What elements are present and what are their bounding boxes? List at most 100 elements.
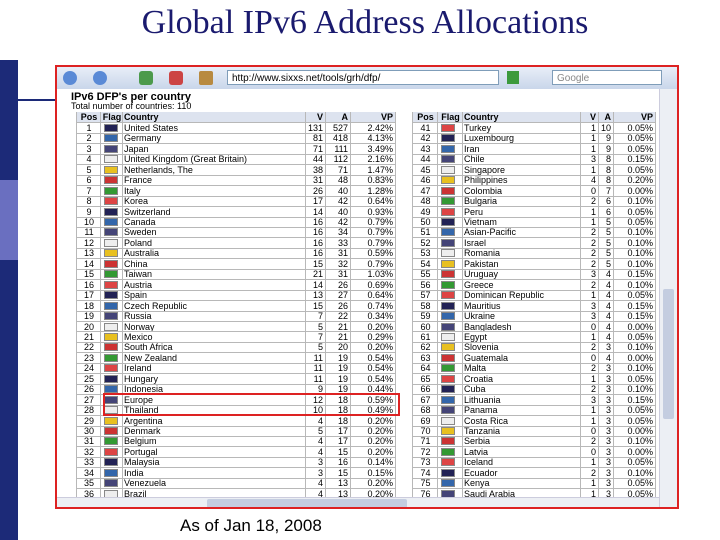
refresh-button[interactable]: [139, 71, 153, 85]
table-cell: 0.05%: [627, 122, 653, 133]
table-cell: 0.05%: [627, 373, 653, 384]
horizontal-scrollbar[interactable]: [57, 497, 659, 507]
row-line: [76, 321, 395, 322]
table-cell: 1.03%: [367, 269, 393, 280]
country-name: Iceland: [464, 457, 494, 468]
back-button[interactable]: [63, 71, 77, 85]
table-cell: 3: [590, 311, 596, 322]
table-cell: 34: [337, 227, 348, 238]
row-line: [76, 300, 395, 302]
table-cell: 40: [337, 185, 348, 196]
table-cell: 44: [420, 154, 431, 165]
table-cell: 4: [317, 446, 323, 457]
flag-icon: [104, 458, 118, 467]
flag-icon: [441, 406, 455, 415]
table-cell: 0.05%: [627, 488, 653, 497]
table-cell: 19: [337, 352, 348, 363]
column-header: VP: [640, 112, 653, 122]
table-cell: 4: [590, 175, 596, 186]
flag-icon: [104, 280, 118, 289]
table-cell: 4.13%: [367, 133, 393, 144]
flag-icon: [104, 291, 118, 300]
table-cell: 48: [420, 196, 431, 207]
row-line: [76, 289, 395, 291]
flag-icon: [104, 207, 118, 216]
column-line: [412, 112, 413, 497]
table-cell: 76: [420, 488, 431, 497]
country-name: Japan: [124, 143, 149, 154]
table-cell: 0.05%: [627, 217, 653, 227]
table-cell: 3: [605, 373, 611, 384]
flag-icon: [441, 176, 455, 185]
table-cell: 44: [312, 154, 323, 165]
table-cell: 22: [83, 342, 94, 353]
flag-icon: [441, 197, 455, 206]
scroll-thumb[interactable]: [207, 499, 407, 507]
table-cell: 3: [605, 405, 611, 416]
country-name: Mauritius: [464, 300, 501, 311]
browser-window: http://www.sixxs.net/tools/grh/dfp/ Goog…: [55, 65, 679, 509]
table-cell: 0.05%: [627, 133, 653, 144]
address-bar[interactable]: http://www.sixxs.net/tools/grh/dfp/: [227, 70, 499, 85]
home-button[interactable]: [199, 71, 213, 85]
country-name: Luxembourg: [464, 133, 515, 144]
row-line: [412, 467, 655, 469]
forward-button[interactable]: [93, 71, 107, 85]
table-cell: 3: [590, 300, 596, 311]
table-cell: 5: [605, 227, 611, 238]
search-box[interactable]: Google: [552, 70, 662, 85]
table-cell: 0.20%: [367, 488, 393, 497]
scroll-thumb[interactable]: [663, 289, 674, 419]
table-cell: 0: [590, 352, 596, 363]
table-cell: 10: [600, 122, 611, 133]
table-cell: 65: [420, 373, 431, 384]
flag-icon: [104, 228, 118, 237]
table-cell: 0.69%: [367, 279, 393, 290]
table-cell: 3: [605, 394, 611, 405]
table-cell: 15: [337, 446, 348, 457]
table-cell: 8: [605, 175, 611, 186]
country-name: Portugal: [124, 446, 158, 457]
country-name: Greece: [464, 279, 494, 290]
table-cell: 31: [337, 269, 348, 280]
table-cell: 64: [420, 363, 431, 374]
table-cell: 0.74%: [367, 300, 393, 311]
flag-icon: [441, 427, 455, 435]
country-name: Chile: [464, 154, 485, 165]
table-cell: 0.10%: [627, 363, 653, 374]
table-cell: 4: [605, 300, 611, 311]
side-bar: [0, 260, 18, 540]
country-name: Ireland: [124, 363, 152, 374]
flag-icon: [104, 186, 118, 195]
vertical-scrollbar[interactable]: [659, 89, 677, 507]
row-line: [76, 310, 395, 312]
row-line: [76, 143, 395, 145]
row-line: [412, 268, 655, 270]
country-name: Philippines: [464, 175, 508, 186]
row-line: [76, 268, 395, 270]
table-cell: 0.79%: [367, 217, 393, 227]
stop-button[interactable]: [169, 71, 183, 85]
country-name: Austria: [124, 279, 153, 290]
flag-icon: [441, 207, 455, 216]
row-line: [412, 289, 655, 291]
flag-icon: [104, 427, 118, 435]
table-cell: 3: [605, 457, 611, 468]
country-name: Switzerland: [124, 206, 171, 217]
country-name: Croatia: [464, 373, 494, 384]
table-cell: 0.05%: [627, 457, 653, 468]
row-line: [412, 226, 655, 228]
page-heading: IPv6 DFP's per country: [71, 91, 191, 103]
table-cell: 418: [332, 133, 348, 144]
table-cell: 22: [337, 311, 348, 322]
table-cell: 57: [420, 290, 431, 301]
column-line: [305, 112, 306, 497]
row-line: [412, 310, 655, 312]
go-button[interactable]: [507, 71, 519, 84]
table-cell: 20: [337, 342, 348, 353]
table-cell: 0.20%: [367, 415, 393, 426]
row-line: [76, 456, 395, 458]
table-cell: 24: [83, 363, 94, 374]
country-name: Latvia: [464, 446, 489, 457]
table-cell: 0.10%: [627, 258, 653, 269]
